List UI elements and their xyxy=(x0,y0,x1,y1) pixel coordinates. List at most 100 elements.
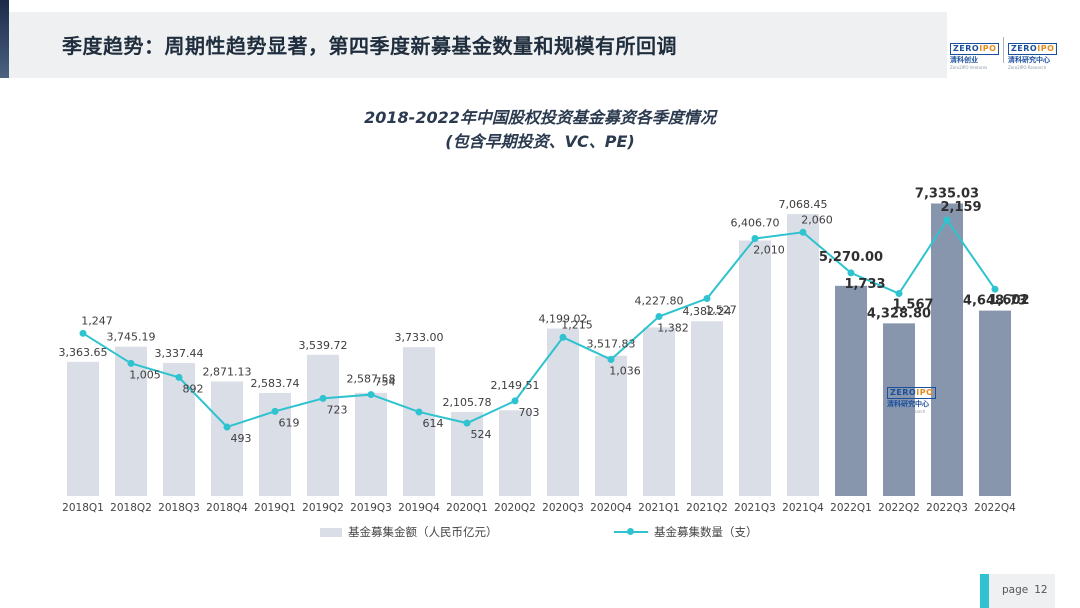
x-tick-2019Q3: 2019Q3 xyxy=(350,502,392,514)
x-tick-2021Q2: 2021Q2 xyxy=(686,502,728,514)
count-label-2018Q3: 892 xyxy=(183,382,204,395)
legend-line-swatch xyxy=(614,526,648,538)
bar-2022Q3 xyxy=(931,203,963,496)
x-tick-2018Q3: 2018Q3 xyxy=(158,502,200,514)
x-tick-2022Q4: 2022Q4 xyxy=(974,502,1016,514)
count-label-2021Q2: 1,527 xyxy=(705,304,737,317)
bar-2019Q2 xyxy=(307,354,339,496)
legend-label-count: 基金募集数量（支） xyxy=(654,525,758,539)
count-label-2022Q2: 1,567 xyxy=(892,298,933,313)
x-tick-2018Q2: 2018Q2 xyxy=(110,502,152,514)
count-point-2018Q1 xyxy=(79,329,87,337)
count-point-2019Q1 xyxy=(271,407,279,415)
count-point-2020Q2 xyxy=(511,397,519,405)
x-tick-2020Q2: 2020Q2 xyxy=(494,502,536,514)
count-point-2021Q1 xyxy=(655,313,663,321)
bar-label-2021Q3: 6,406.70 xyxy=(731,217,780,230)
page-number: 12 xyxy=(1034,584,1048,596)
zero2ipo-watermark: ZEROIPO 清科研究中心 Zero2IPO Research xyxy=(887,380,937,414)
x-tick-2020Q1: 2020Q1 xyxy=(446,502,488,514)
bar-label-2019Q2: 3,539.72 xyxy=(299,339,348,352)
legend-label-amount: 基金募集金额（人民币亿元） xyxy=(348,525,498,539)
count-label-2020Q2: 703 xyxy=(519,406,540,419)
count-point-2019Q4 xyxy=(415,408,423,416)
count-label-2022Q1: 1,733 xyxy=(844,277,885,292)
logo-divider xyxy=(1003,37,1004,63)
bar-label-2021Q4: 7,068.45 xyxy=(779,198,828,211)
count-label-2019Q3: 754 xyxy=(375,376,396,389)
bar-label-2019Q1: 2,583.74 xyxy=(251,377,300,390)
title-band xyxy=(9,12,947,78)
bar-2021Q1 xyxy=(643,327,675,496)
x-tick-2021Q1: 2021Q1 xyxy=(638,502,680,514)
chart-title: 2018-2022年中国股权投资基金募资各季度情况 xyxy=(364,108,716,127)
bar-label-2018Q2: 3,745.19 xyxy=(107,331,156,344)
count-point-2020Q4 xyxy=(607,356,615,364)
x-tick-2020Q3: 2020Q3 xyxy=(542,502,584,514)
bar-2020Q4 xyxy=(595,355,627,496)
x-tick-2019Q4: 2019Q4 xyxy=(398,502,440,514)
bar-label-2021Q1: 4,227.80 xyxy=(635,295,684,308)
x-tick-2018Q4: 2018Q4 xyxy=(206,502,248,514)
bar-2020Q3 xyxy=(547,328,579,496)
legend-item-count: 基金募集数量（支） xyxy=(614,524,758,540)
count-point-2021Q2 xyxy=(703,295,711,303)
bar-2018Q4 xyxy=(211,381,243,496)
bar-2019Q4 xyxy=(403,347,435,496)
legend-item-amount: 基金募集金额（人民币亿元） xyxy=(320,524,498,540)
x-tick-2021Q3: 2021Q3 xyxy=(734,502,776,514)
count-point-2019Q2 xyxy=(319,394,327,402)
slide-title: 季度趋势：周期性趋势显著，第四季度新募基金数量和规模有所回调 xyxy=(62,34,677,58)
count-label-2021Q1: 1,382 xyxy=(657,322,689,335)
count-point-2020Q1 xyxy=(463,419,471,427)
count-label-2021Q3: 2,010 xyxy=(753,244,785,257)
bar-label-2020Q3: 4,199.02 xyxy=(539,313,588,326)
count-label-2019Q4: 614 xyxy=(423,417,444,430)
count-point-2020Q3 xyxy=(559,333,567,341)
bar-label-2020Q4: 3,517.83 xyxy=(587,338,636,351)
bar-label-2022Q2: 4,328.80 xyxy=(867,306,931,321)
bar-label-2019Q3: 2,587.58 xyxy=(347,373,396,386)
count-point-2022Q4 xyxy=(991,285,999,293)
bar-label-2022Q3: 7,335.03 xyxy=(915,186,979,201)
count-point-2022Q1 xyxy=(847,269,855,277)
x-tick-2020Q4: 2020Q4 xyxy=(590,502,632,514)
count-label-2020Q3: 1,215 xyxy=(561,318,593,331)
bar-2021Q2 xyxy=(691,321,723,496)
bar-2021Q4 xyxy=(787,214,819,496)
page-box xyxy=(989,574,1055,608)
bar-2022Q4 xyxy=(979,310,1011,496)
count-label-2019Q1: 619 xyxy=(279,416,300,429)
count-label-2022Q3: 2,159 xyxy=(940,200,981,215)
bar-label-2022Q4: 4,648.73 xyxy=(963,294,1027,309)
bar-2020Q2 xyxy=(499,410,531,496)
bar-label-2020Q2: 2,149.51 xyxy=(491,379,540,392)
count-label-2018Q1: 1,247 xyxy=(81,314,113,327)
bar-2019Q3 xyxy=(355,392,387,496)
x-tick-2019Q2: 2019Q2 xyxy=(302,502,344,514)
bar-2018Q3 xyxy=(163,362,195,496)
count-label-2020Q1: 524 xyxy=(471,428,492,441)
page-indicator: page 12 xyxy=(1002,584,1048,596)
bar-label-2020Q1: 2,105.78 xyxy=(443,396,492,409)
bar-label-2018Q1: 3,363.65 xyxy=(59,346,108,359)
bar-2021Q3 xyxy=(739,240,771,496)
x-tick-2022Q3: 2022Q3 xyxy=(926,502,968,514)
legend-bar-swatch xyxy=(320,527,342,537)
x-tick-2022Q2: 2022Q2 xyxy=(878,502,920,514)
count-label-2021Q4: 2,060 xyxy=(801,213,833,226)
count-label-2022Q4: 1,602 xyxy=(988,293,1029,308)
bar-label-2019Q4: 3,733.00 xyxy=(395,331,444,344)
title-accent-bar xyxy=(0,0,9,78)
x-tick-2022Q1: 2022Q1 xyxy=(830,502,872,514)
count-point-2018Q2 xyxy=(127,359,135,367)
bar-2018Q1 xyxy=(67,361,99,496)
x-tick-2019Q1: 2019Q1 xyxy=(254,502,296,514)
count-point-2018Q3 xyxy=(175,373,183,381)
bar-2022Q2 xyxy=(883,323,915,496)
count-label-2018Q2: 1,005 xyxy=(129,368,161,381)
page-accent xyxy=(980,574,989,608)
count-point-2019Q3 xyxy=(367,391,375,399)
count-line xyxy=(82,218,996,429)
